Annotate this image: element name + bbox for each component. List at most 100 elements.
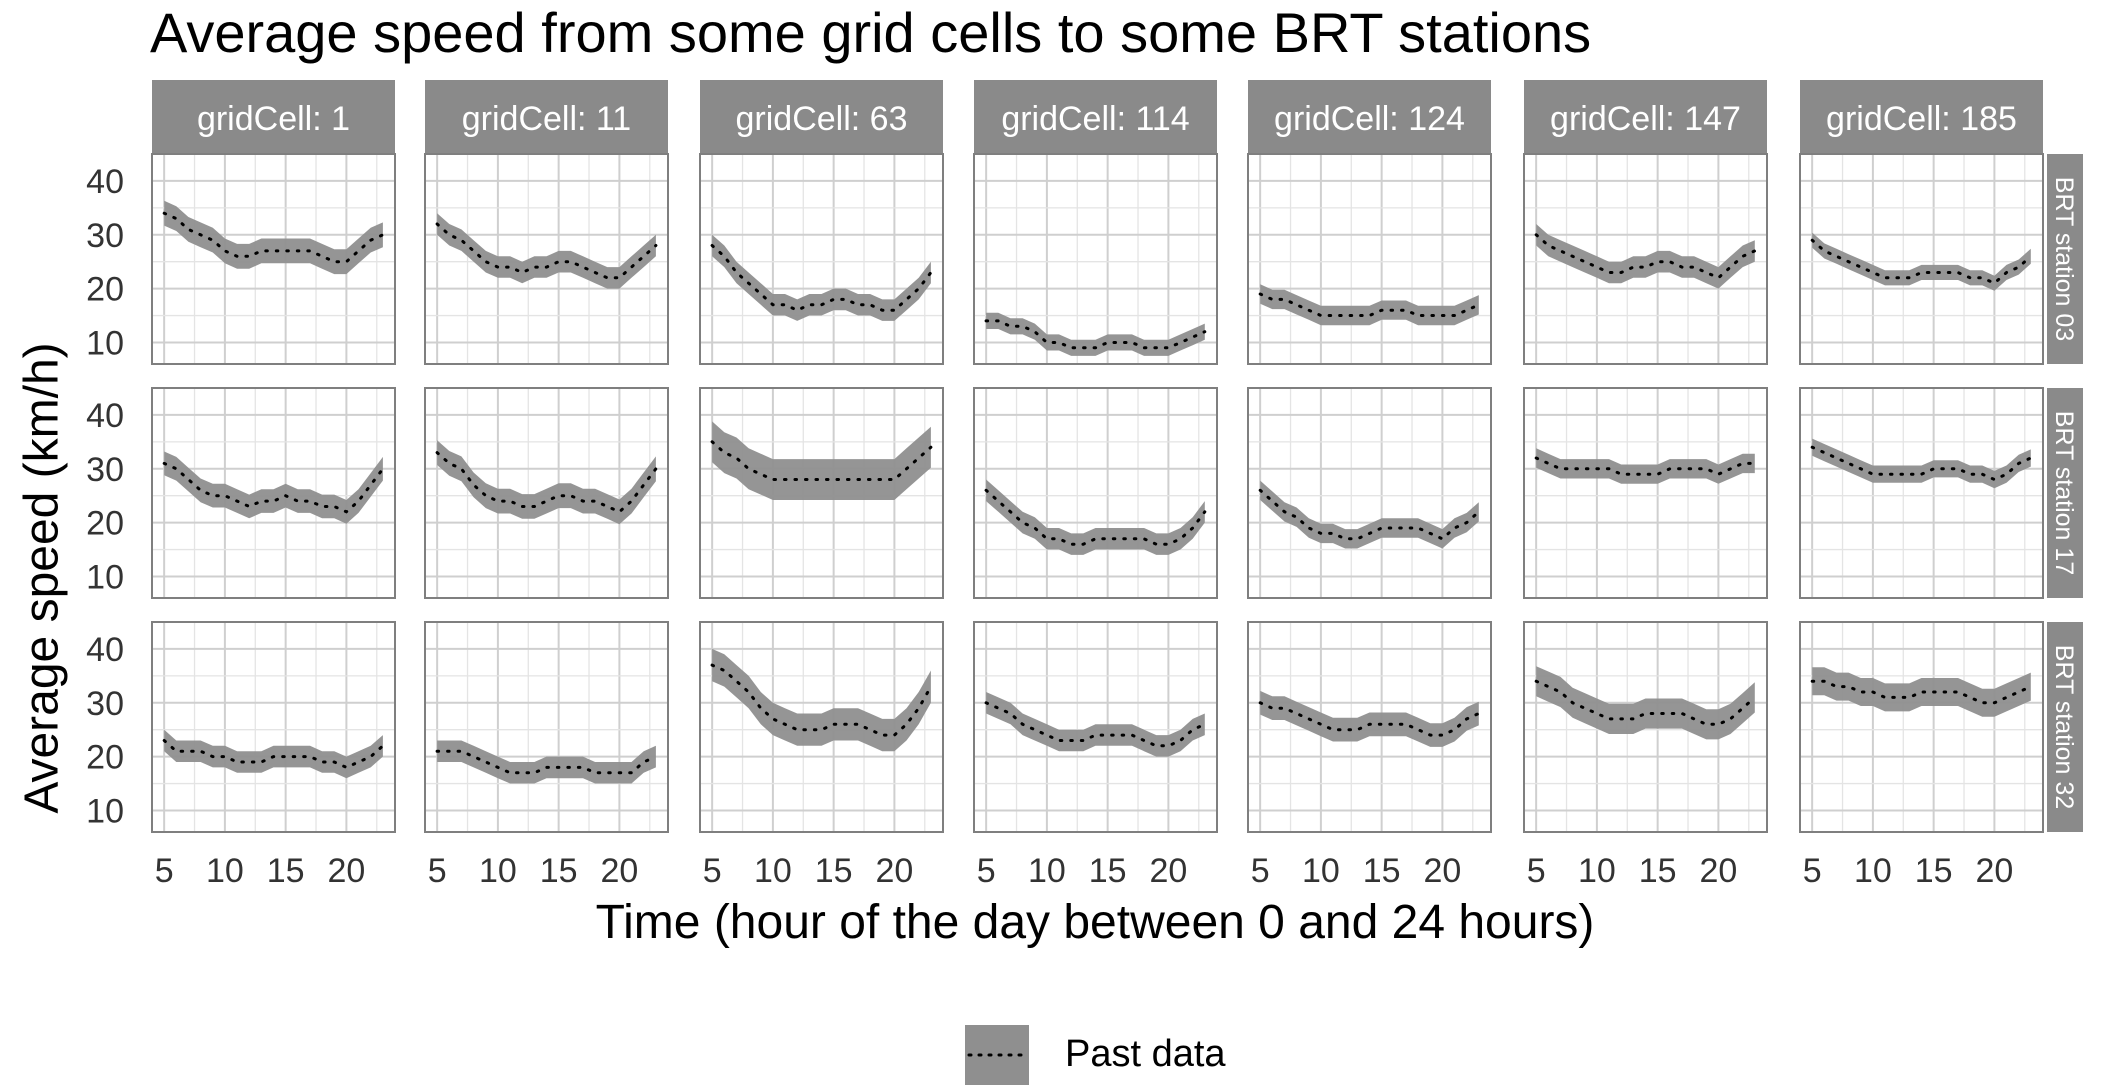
column-strip-bg [1248, 80, 1491, 154]
panel-r2-c1 [151, 387, 396, 599]
row-strip-3: BRT station 32 [2047, 622, 2083, 832]
panel-r3-c1 [151, 621, 396, 833]
series-line-past-data [1534, 456, 1757, 476]
panel-border [1523, 387, 1768, 599]
column-strip-4: gridCell: 114 [974, 80, 1217, 154]
panel-border [1799, 387, 2044, 599]
column-strip-bg [974, 80, 1217, 154]
series-line-past-data [1534, 233, 1757, 280]
panel-r3-c7 [1799, 621, 2044, 833]
panel-border [424, 387, 669, 599]
series-line-past-data [1810, 238, 2033, 285]
column-strip-bg [425, 80, 668, 154]
x-tick-label: 20 [1423, 852, 1461, 890]
panel-r2-c5 [1247, 387, 1492, 599]
panel-border [973, 621, 1218, 833]
panel-r1-c1 [151, 153, 396, 365]
column-strip-bg [700, 80, 943, 154]
uncertainty-band [1812, 667, 2031, 717]
x-tick-label: 15 [1363, 852, 1401, 890]
panel-r1-c5 [1247, 153, 1492, 365]
panel-bg [1248, 388, 1491, 598]
y-tick-label: 10 [86, 558, 124, 596]
panel-bg [1248, 154, 1491, 364]
x-tick-label: 15 [1089, 852, 1127, 890]
uncertainty-band [164, 451, 383, 524]
x-tick-label: 5 [1803, 852, 1822, 890]
x-tick-label: 15 [267, 852, 305, 890]
x-tick-label: 5 [703, 852, 722, 890]
y-tick-label: 20 [86, 271, 124, 309]
y-tick-label: 30 [86, 685, 124, 723]
uncertainty-band [1260, 690, 1479, 747]
column-strip-label: gridCell: 185 [1826, 100, 2017, 138]
series-line-past-data [710, 244, 933, 312]
panel-bg [425, 622, 668, 832]
column-strip-1: gridCell: 1 [152, 80, 395, 154]
panel-border [1247, 387, 1492, 599]
uncertainty-band [1536, 448, 1755, 484]
x-tick-label: 5 [428, 852, 447, 890]
series-line-past-data [984, 701, 1207, 748]
panel-r3-c2 [424, 621, 669, 833]
panel-r1-c3 [699, 153, 944, 365]
x-tick-label: 15 [540, 852, 578, 890]
x-tick-label: 5 [155, 852, 174, 890]
column-strip-label: gridCell: 63 [736, 100, 908, 138]
row-strip-bg [2047, 154, 2083, 364]
uncertainty-band [712, 234, 931, 321]
panel-bg [1800, 622, 2043, 832]
panel-r1-c2 [424, 153, 669, 365]
panel-border [699, 387, 944, 599]
series-line-past-data [1258, 292, 1481, 317]
uncertainty-band [1536, 666, 1755, 740]
uncertainty-band [712, 421, 931, 500]
panel-r2-c4 [973, 387, 1218, 599]
x-tick-label: 15 [815, 852, 853, 890]
uncertainty-band [712, 648, 931, 752]
panel-bg [152, 622, 395, 832]
uncertainty-band [1260, 480, 1479, 549]
x-tick-label: 20 [600, 852, 638, 890]
column-strip-2: gridCell: 11 [425, 80, 668, 154]
chart-title: Average speed from some grid cells to so… [150, 1, 1592, 64]
panel-border [1523, 621, 1768, 833]
y-tick-label: 10 [86, 792, 124, 830]
column-strip-label: gridCell: 114 [1001, 100, 1189, 138]
panel-r1-c4 [973, 153, 1218, 365]
panel-border [1523, 153, 1768, 365]
panel-r2-c7 [1799, 387, 2044, 599]
panel-bg [1800, 388, 2043, 598]
x-tick-label: 10 [1578, 852, 1616, 890]
series-line-past-data [162, 211, 385, 264]
legend-key-ribbon [965, 1025, 1029, 1085]
panel-r3-c6 [1523, 621, 1768, 833]
y-tick-label: 30 [86, 451, 124, 489]
panel-border [1247, 621, 1492, 833]
panel-border [424, 621, 669, 833]
uncertainty-band [164, 200, 383, 275]
x-tick-label: 20 [875, 852, 913, 890]
x-tick-label: 10 [479, 852, 517, 890]
x-tick-label: 10 [206, 852, 244, 890]
x-tick-label: 10 [1854, 852, 1892, 890]
panel-border [699, 621, 944, 833]
uncertainty-band [437, 440, 656, 525]
legend-label: Past data [1065, 1033, 1226, 1075]
x-tick-label: 20 [327, 852, 365, 890]
uncertainty-band [437, 213, 656, 289]
series-line-past-data [435, 749, 658, 775]
y-tick-label: 40 [86, 631, 124, 669]
column-strip-bg [1524, 80, 1767, 154]
row-strip-bg [2047, 388, 2083, 598]
y-axis-label-text: Average speed (km/h) [15, 342, 69, 814]
series-line-past-data [1810, 445, 2033, 482]
y-tick-label: 10 [86, 324, 124, 362]
panel-border [424, 153, 669, 365]
column-strip-label: gridCell: 11 [462, 100, 631, 138]
x-tick-label: 20 [1699, 852, 1737, 890]
column-strip-label: gridCell: 147 [1550, 100, 1741, 138]
column-strip-label: gridCell: 124 [1274, 100, 1465, 138]
x-tick-label: 15 [1915, 852, 1953, 890]
panel-border [151, 387, 396, 599]
